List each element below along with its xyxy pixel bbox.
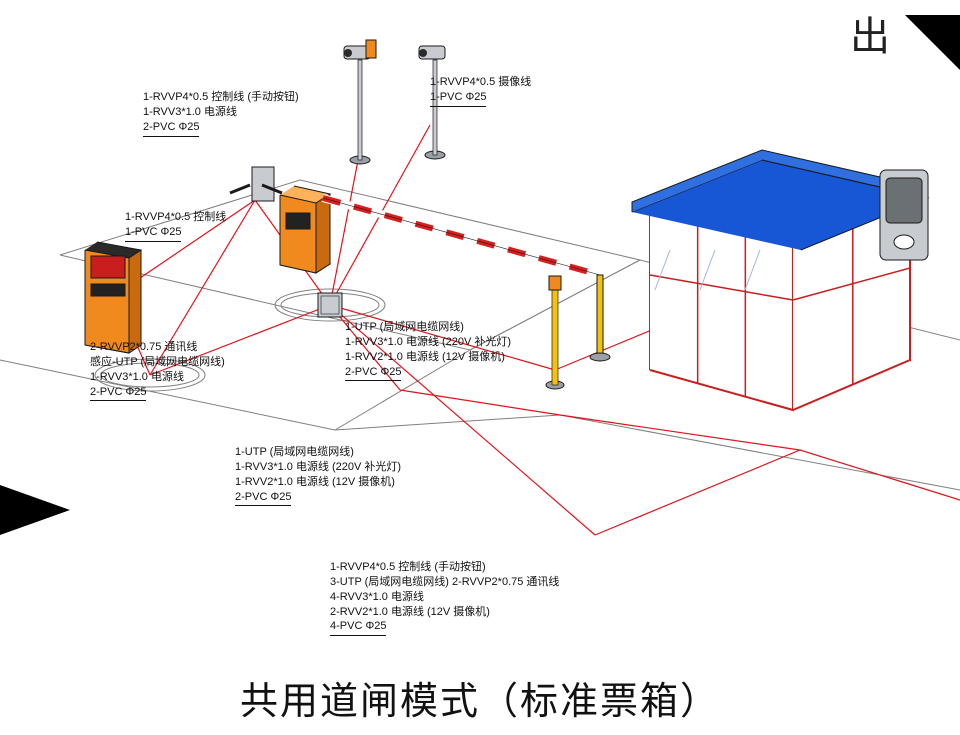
camera-pole-1 — [344, 40, 376, 164]
ticket-box — [85, 242, 141, 353]
junction-box — [318, 293, 342, 317]
pole-sensor — [546, 276, 564, 389]
lbl-3: 1-RVVP4*0.5 控制线1-PVC Φ25 — [125, 210, 226, 242]
lbl-1: 1-RVVP4*0.5 控制线 (手动按钮)1-RVV3*1.0 电源线2-PV… — [143, 90, 299, 137]
arrow-mid-left — [0, 485, 70, 535]
lbl-4: 2-RVVP2*0.75 通讯线感应-UTP (局域网电缆网线)1-RVV3*1… — [90, 340, 225, 401]
lbl-6: 1-UTP (局域网电缆网线)1-RVV3*1.0 电源线 (220V 补光灯)… — [235, 445, 401, 506]
wall-unit — [880, 170, 928, 260]
arrow-top-right — [905, 15, 960, 70]
diagram-stage: { "canvas":{"w":960,"h":735,"bg":"#fffff… — [0, 0, 960, 735]
exit-glyph: 出 — [850, 14, 890, 59]
diagram-title: 共用道闸模式（标准票箱） — [0, 670, 960, 725]
lbl-7: 1-RVVP4*0.5 控制线 (手动按钮)3-UTP (局域网电缆网线) 2-… — [330, 560, 559, 636]
lbl-2: 1-RVVP4*0.5 摄像线1-PVC Φ25 — [430, 75, 531, 107]
lbl-5: 1-UTP (局域网电缆网线)1-RVV3*1.0 电源线 (220V 补光灯)… — [345, 320, 511, 381]
